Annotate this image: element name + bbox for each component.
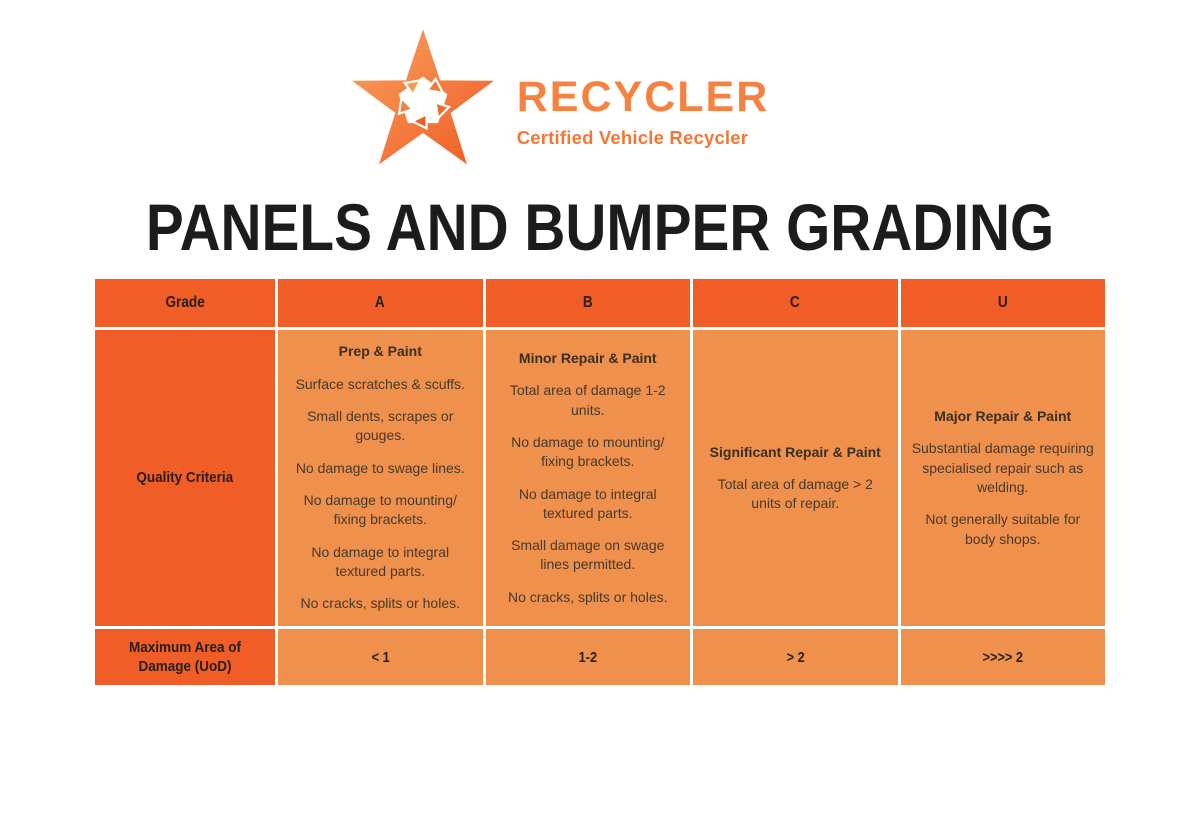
- criteria-item: No damage to integral textured parts.: [518, 485, 657, 521]
- cell-heading: Significant Repair & Paint: [709, 443, 881, 460]
- header-cell-grade-b: B: [485, 279, 690, 327]
- recycling-star-arrows-icon: [335, 24, 511, 182]
- criteria-item: Small dents, scrapes or gouges.: [307, 408, 454, 444]
- criteria-item: No damage to mounting/ fixing brackets.: [303, 492, 457, 528]
- header-cell-grade-u: U: [900, 279, 1105, 327]
- row-label-maximum-area-of-damage: Maximum Area of Damage (UoD): [95, 629, 275, 685]
- logo-text: RECYCLER Certified Vehicle Recycler: [517, 76, 770, 149]
- criteria-cell-grade-u: Major Repair & Paint Substantial damage …: [900, 330, 1105, 626]
- criteria-item: Substantial damage requiring specialised…: [911, 440, 1094, 495]
- criteria-cell-grade-a: Prep & Paint Surface scratches & scuffs.…: [278, 330, 483, 626]
- criteria-item: Small damage on swage lines permitted.: [511, 537, 665, 573]
- criteria-item: Total area of damage > 2 units of repair…: [717, 475, 873, 512]
- cell-heading: Minor Repair & Paint: [518, 349, 657, 366]
- criteria-item: Not generally suitable for body shops.: [925, 511, 1081, 547]
- header-cell-grade: Grade: [95, 279, 275, 327]
- logo: RECYCLER Certified Vehicle Recycler: [0, 24, 1152, 182]
- header-cell-grade-c: C: [693, 279, 898, 327]
- row-label-quality-criteria: Quality Criteria: [95, 330, 275, 626]
- page-title: PANELS AND BUMPER GRADING: [145, 190, 1055, 264]
- criteria-item: Surface scratches & scuffs.: [295, 375, 465, 392]
- criteria-cell-grade-b: Minor Repair & Paint Total area of damag…: [485, 330, 690, 626]
- damage-value-grade-b: 1-2: [485, 629, 690, 685]
- criteria-item: No damage to swage lines.: [295, 459, 465, 476]
- criteria-cell-grade-c: Significant Repair & Paint Total area of…: [693, 330, 898, 626]
- criteria-item: No damage to mounting/ fixing brackets.: [511, 433, 665, 470]
- criteria-item: No cracks, splits or holes.: [508, 588, 668, 605]
- damage-value-grade-u: >>>> 2: [900, 629, 1105, 685]
- grading-table: Grade A B C U Quality Criteria Prep & Pa…: [95, 279, 1105, 685]
- brand-tagline: Certified Vehicle Recycler: [516, 127, 749, 148]
- criteria-item: No damage to integral textured parts.: [311, 543, 450, 579]
- criteria-item: Total area of damage 1-2 units.: [509, 382, 666, 418]
- damage-value-grade-c: > 2: [693, 629, 898, 685]
- brand-name: RECYCLER: [516, 73, 770, 121]
- criteria-item: No cracks, splits or holes.: [300, 595, 461, 612]
- header-cell-grade-a: A: [278, 279, 483, 327]
- cell-heading: Major Repair & Paint: [934, 408, 1072, 425]
- cell-heading: Prep & Paint: [338, 343, 422, 360]
- damage-value-grade-a: < 1: [278, 629, 483, 685]
